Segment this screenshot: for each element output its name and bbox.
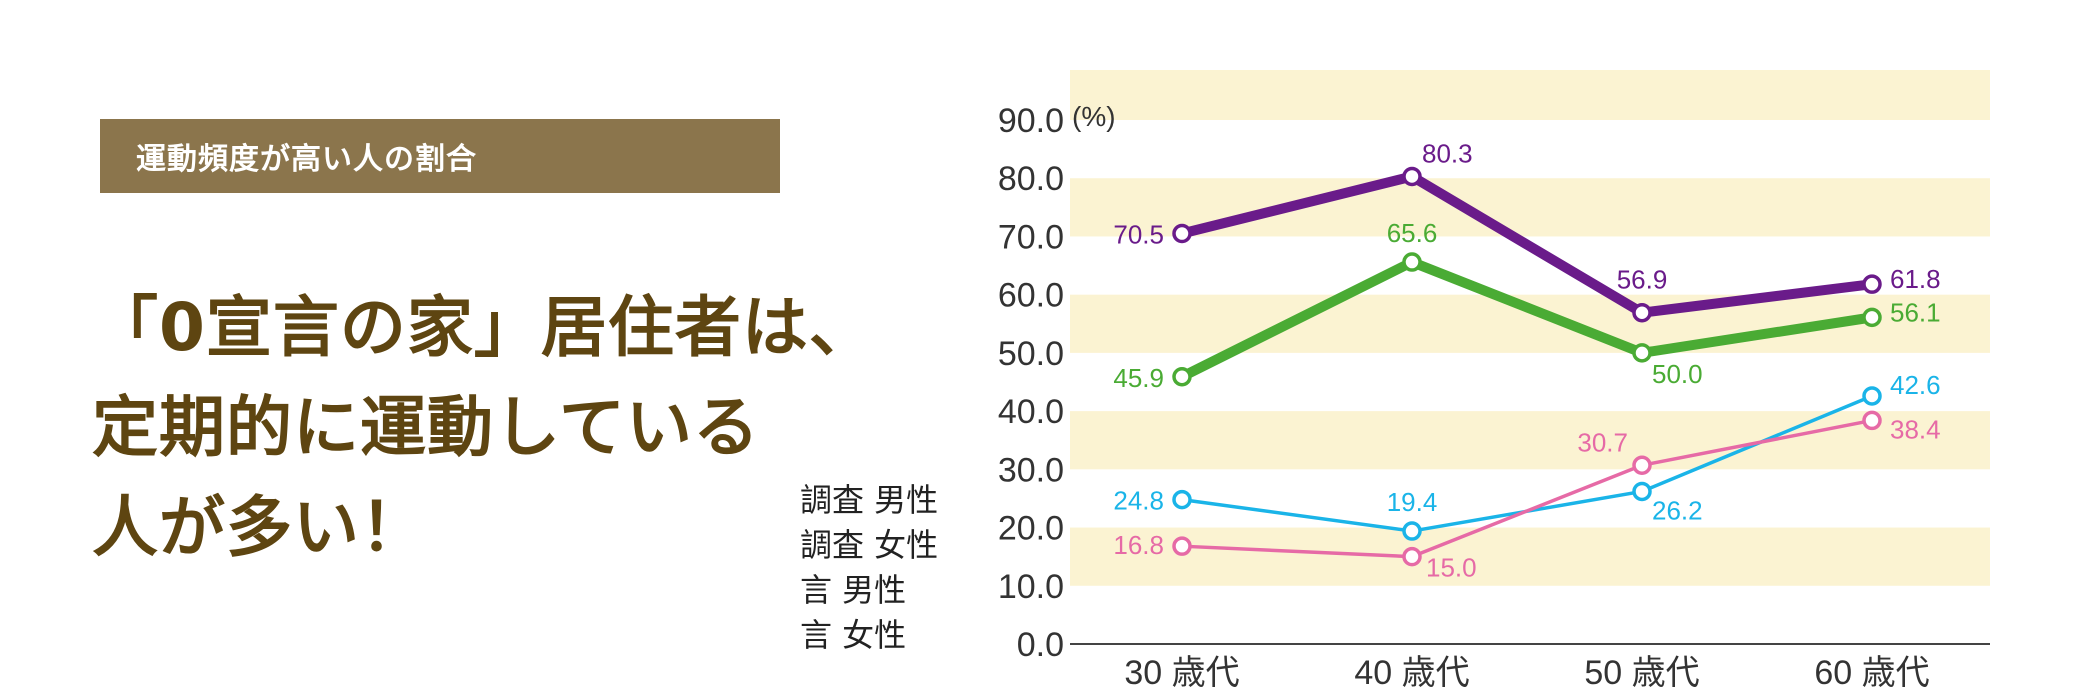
data-point: [1632, 455, 1652, 476]
x-tick-label: 50 歳代: [1584, 654, 1699, 692]
y-tick-label: 30.0: [998, 451, 1064, 489]
legend: 調査 男性 調査 女性 言 男性 言 女性: [800, 478, 938, 658]
data-label: 42.6: [1890, 370, 1941, 400]
y-tick-label: 60.0: [998, 277, 1064, 315]
y-tick-label: 0.0: [1017, 626, 1064, 664]
data-label: 61.8: [1890, 264, 1941, 294]
grid-band: [1070, 411, 1990, 470]
data-label: 56.1: [1890, 297, 1941, 327]
section-tag-label: 運動頻度が高い人の割合: [136, 142, 477, 177]
data-point: [1402, 521, 1422, 541]
data-point: [1862, 410, 1882, 431]
data-point: [1172, 489, 1192, 510]
y-tick-label: 50.0: [998, 335, 1064, 373]
data-point: [1632, 481, 1652, 502]
headline-line-1: 「0宣言の家」居住者は、: [92, 289, 876, 366]
y-tick-label: 40.0: [998, 393, 1064, 431]
headline-line-2: 定期的に運動している: [92, 389, 761, 466]
grid-band: [1070, 527, 1990, 586]
grid-band: [1070, 70, 1990, 120]
data-label: 50.0: [1652, 359, 1703, 389]
data-label: 45.9: [1113, 363, 1164, 393]
legend-item-4: 言 女性: [800, 616, 907, 654]
headline: 「0宣言の家」居住者は、 定期的に運動している 人が多い！: [92, 278, 876, 578]
data-label: 26.2: [1652, 495, 1703, 525]
data-label: 80.3: [1422, 138, 1473, 168]
legend-item-3: 言 男性: [800, 571, 907, 609]
data-point: [1172, 536, 1192, 556]
data-point: [1862, 307, 1882, 328]
data-label: 38.4: [1890, 414, 1941, 444]
series-line: [1177, 257, 1877, 382]
data-label: 15.0: [1426, 553, 1477, 583]
data-label: 65.6: [1387, 218, 1438, 248]
x-tick-label: 40 歳代: [1354, 654, 1469, 692]
data-label: 16.8: [1113, 530, 1164, 560]
data-point: [1632, 302, 1652, 323]
y-tick-label: 80.0: [998, 160, 1064, 198]
data-point: [1402, 546, 1422, 567]
y-tick-label: 70.0: [998, 218, 1064, 256]
data-point: [1862, 386, 1882, 406]
y-tick-label: 20.0: [998, 510, 1064, 548]
legend-item-1: 調査 男性: [800, 481, 939, 519]
x-tick-label: 60 歳代: [1814, 654, 1929, 692]
data-label: 70.5: [1113, 220, 1164, 250]
y-tick-label: 90.0: [998, 102, 1064, 140]
x-tick-label: 30 歳代: [1124, 654, 1239, 692]
legend-item-2: 調査 女性: [800, 526, 939, 564]
data-point: [1402, 252, 1422, 272]
line-chart: 0.0 10.0 20.0 30.0 40.0 50.0 60.0 70.0 80.0 90.0 (…: [998, 70, 1990, 692]
data-label: 24.8: [1113, 486, 1164, 516]
series-line: [1177, 171, 1877, 318]
headline-line-3: 人が多い！: [92, 489, 427, 566]
data-label: 19.4: [1387, 487, 1438, 517]
data-label: 56.9: [1617, 265, 1668, 295]
data-point: [1172, 367, 1192, 387]
section-tag: 運動頻度が高い人の割合: [100, 119, 780, 193]
series-line: [1180, 418, 1874, 559]
data-point: [1172, 223, 1192, 244]
data-point: [1632, 343, 1652, 363]
data-label: 30.7: [1577, 427, 1628, 457]
data-point: [1862, 274, 1882, 294]
y-unit-label: (%): [1072, 101, 1116, 132]
data-point: [1402, 166, 1422, 187]
y-tick-label: 10.0: [998, 568, 1064, 606]
